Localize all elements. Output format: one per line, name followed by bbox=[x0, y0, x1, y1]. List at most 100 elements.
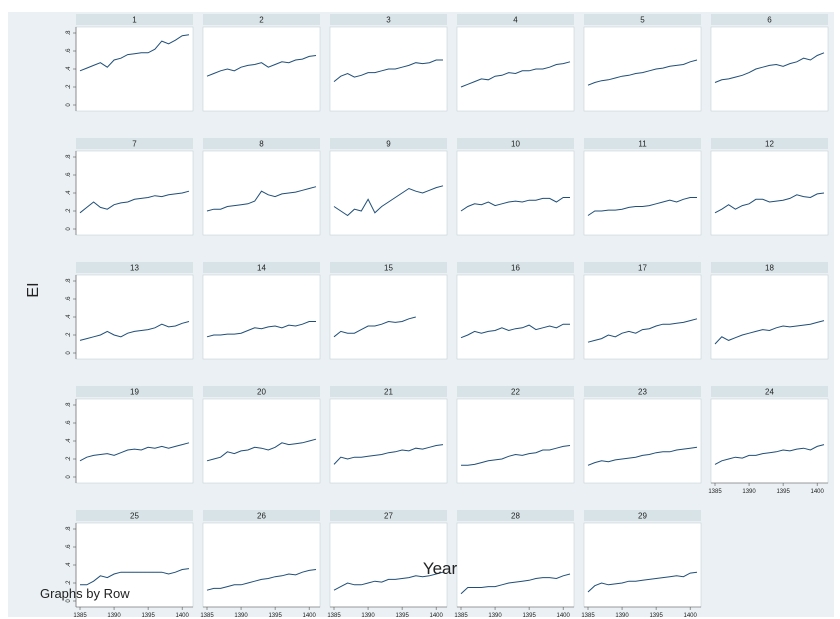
panel-4: 4 bbox=[456, 14, 575, 112]
panel-5: 5 bbox=[583, 14, 702, 112]
panel-title: 26 bbox=[257, 512, 266, 521]
panel-title: 11 bbox=[638, 140, 647, 149]
panel-strip bbox=[584, 386, 701, 397]
x-tick-label: 1385 bbox=[708, 489, 722, 495]
x-tick-label: 1390 bbox=[107, 613, 121, 619]
series-line-24 bbox=[714, 444, 825, 465]
panel-strip bbox=[711, 138, 828, 149]
x-tick-label: 1400 bbox=[811, 489, 825, 495]
series-line-14 bbox=[206, 321, 316, 338]
y-tick-label: .8 bbox=[66, 526, 72, 532]
panel-title: 9 bbox=[386, 140, 391, 149]
plot-area bbox=[456, 522, 575, 608]
x-tick-label: 1385 bbox=[327, 613, 341, 619]
plot-area bbox=[456, 274, 575, 360]
series-line-6 bbox=[714, 52, 825, 83]
panel-strip bbox=[584, 14, 701, 25]
panel-title: 12 bbox=[765, 140, 774, 149]
plot-area bbox=[202, 398, 321, 484]
x-tick-label: 1400 bbox=[684, 613, 698, 619]
panel-strip bbox=[457, 138, 574, 149]
graphs-by-note: Graphs by Row bbox=[40, 586, 130, 601]
panel-strip bbox=[76, 510, 193, 521]
panel-strip bbox=[76, 138, 193, 149]
y-axis-label: EI bbox=[25, 282, 42, 297]
panel-26: 26 1385 1390 1395 1400 bbox=[200, 510, 321, 619]
panel-title: 1 bbox=[132, 16, 137, 25]
x-tick-label: 1400 bbox=[176, 613, 190, 619]
panel-27: 27 1385 1390 1395 1400 bbox=[327, 510, 448, 619]
panel-3: 3 bbox=[329, 14, 448, 112]
panel-strip bbox=[203, 138, 320, 149]
panel-strip bbox=[711, 386, 828, 397]
panel-strip bbox=[584, 510, 701, 521]
plot-area bbox=[202, 26, 321, 112]
x-axis-label: Year bbox=[423, 559, 458, 578]
panel-strip bbox=[457, 262, 574, 273]
y-tick-label: .4 bbox=[66, 314, 72, 320]
series-line-1 bbox=[79, 34, 190, 72]
panel-13: 13 0 .2 .4 .6 .8 bbox=[66, 262, 194, 360]
series-line-5 bbox=[587, 59, 698, 86]
plot-area bbox=[75, 398, 194, 484]
plot-area bbox=[583, 150, 702, 236]
panel-title: 28 bbox=[511, 512, 520, 521]
series-line-20 bbox=[206, 438, 317, 462]
plot-area bbox=[583, 274, 702, 360]
y-tick-label: 0 bbox=[66, 351, 72, 355]
series-line-15 bbox=[333, 316, 416, 338]
plot-area bbox=[710, 398, 829, 484]
panels-group: 10.2.4.6.82 3 4 5 670.2.4.6.88 9 10 11 12130.2.4… bbox=[66, 14, 829, 619]
panel-title: 3 bbox=[386, 16, 391, 25]
series-line-21 bbox=[333, 444, 444, 465]
y-tick-label: .8 bbox=[66, 402, 72, 408]
panel-12: 12 bbox=[710, 138, 829, 236]
series-line-2 bbox=[206, 55, 317, 77]
x-tick-label: 1390 bbox=[361, 613, 375, 619]
y-tick-label: .8 bbox=[66, 30, 72, 36]
series-line-17 bbox=[587, 318, 698, 343]
plot-area bbox=[202, 522, 321, 608]
series-line-12 bbox=[714, 192, 825, 214]
series-line-13 bbox=[79, 321, 190, 341]
y-tick-label: .2 bbox=[66, 456, 72, 462]
panel-title: 18 bbox=[765, 264, 774, 273]
plot-area bbox=[202, 150, 321, 236]
panel-title: 25 bbox=[130, 512, 139, 521]
x-tick-label: 1390 bbox=[742, 489, 756, 495]
panel-strip bbox=[203, 262, 320, 273]
panel-title: 7 bbox=[132, 140, 137, 149]
y-tick-label: .6 bbox=[66, 172, 72, 178]
panel-16: 16 bbox=[456, 262, 575, 360]
series-line-25 bbox=[80, 568, 190, 586]
panel-strip bbox=[457, 510, 574, 521]
plot-area bbox=[456, 26, 575, 112]
plot-area bbox=[710, 150, 829, 236]
panel-strip bbox=[330, 510, 447, 521]
panel-20: 20 bbox=[202, 386, 321, 484]
plot-area bbox=[710, 26, 829, 112]
series-line-27 bbox=[333, 571, 444, 591]
panel-6: 6 bbox=[710, 14, 829, 112]
series-line-11 bbox=[587, 197, 697, 216]
panel-strip bbox=[711, 14, 828, 25]
panel-title: 15 bbox=[384, 264, 393, 273]
panel-14: 14 bbox=[202, 262, 321, 360]
panel-11: 11 bbox=[583, 138, 702, 236]
y-tick-label: .4 bbox=[66, 190, 72, 196]
y-tick-label: .6 bbox=[66, 420, 72, 426]
panel-strip bbox=[711, 262, 828, 273]
panel-21: 21 bbox=[329, 386, 448, 484]
panel-title: 13 bbox=[130, 264, 139, 273]
panel-7: 7 0 .2 .4 .6 .8 bbox=[66, 138, 194, 236]
panel-strip bbox=[457, 386, 574, 397]
y-tick-label: 0 bbox=[66, 227, 72, 231]
series-line-29 bbox=[587, 571, 698, 593]
panel-title: 20 bbox=[257, 388, 266, 397]
x-tick-label: 1390 bbox=[488, 613, 502, 619]
series-line-19 bbox=[79, 442, 190, 462]
panel-24: 24 1385 1390 1395 1400 bbox=[708, 386, 829, 495]
y-tick-label: .6 bbox=[66, 544, 72, 550]
panel-title: 8 bbox=[259, 140, 264, 149]
